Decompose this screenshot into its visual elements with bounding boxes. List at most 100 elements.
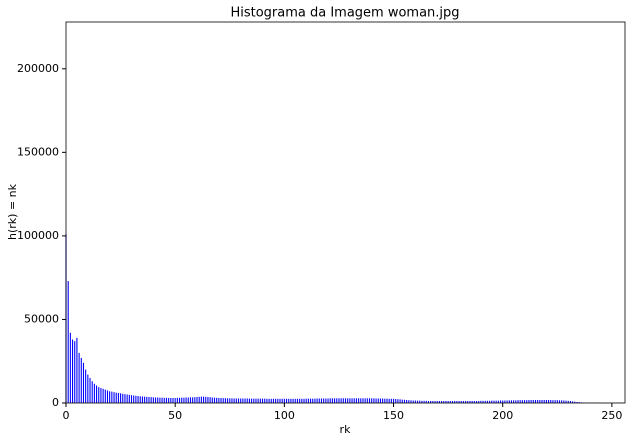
bar	[432, 400, 434, 403]
bar	[563, 400, 565, 403]
bar	[445, 400, 447, 403]
bar	[569, 400, 571, 403]
bar	[390, 398, 392, 403]
bar	[537, 399, 539, 403]
bar	[508, 400, 510, 403]
bar	[299, 398, 301, 403]
bar	[248, 398, 250, 403]
bar	[576, 401, 578, 403]
bar	[565, 400, 567, 403]
bar	[447, 400, 449, 403]
bar	[194, 397, 196, 403]
bar	[329, 398, 331, 403]
bar	[458, 400, 460, 403]
bar	[159, 397, 161, 403]
bar	[558, 400, 561, 403]
bar	[244, 398, 246, 403]
bar	[421, 400, 423, 403]
bar	[115, 392, 117, 403]
bar	[253, 398, 255, 403]
bar	[301, 398, 303, 403]
bar	[189, 397, 192, 403]
bar	[235, 398, 237, 403]
bar	[567, 400, 569, 403]
bar	[379, 398, 381, 403]
bar	[550, 399, 552, 403]
bar	[281, 398, 283, 403]
bar	[294, 398, 296, 403]
bar	[233, 398, 235, 403]
bar	[187, 397, 189, 403]
bar	[240, 398, 242, 403]
bar	[517, 400, 519, 403]
bar	[519, 400, 521, 403]
bar	[524, 400, 526, 403]
bar	[353, 398, 355, 403]
bar	[495, 400, 497, 403]
bar	[266, 398, 268, 403]
bar	[469, 400, 471, 403]
bar	[318, 398, 320, 403]
bar	[366, 398, 368, 403]
bar	[358, 398, 360, 403]
bar	[163, 397, 165, 403]
bar	[174, 397, 176, 403]
bar	[102, 388, 104, 403]
bar	[259, 398, 261, 403]
bar	[126, 394, 128, 403]
bar	[150, 397, 152, 403]
bar	[493, 400, 495, 403]
bar	[515, 400, 517, 403]
bar	[510, 400, 512, 403]
bar	[480, 400, 482, 403]
bar	[572, 401, 574, 403]
bar	[213, 397, 216, 403]
bar	[231, 398, 233, 403]
bar	[513, 400, 515, 403]
bar	[561, 400, 563, 403]
bar	[96, 385, 98, 403]
bar	[449, 400, 451, 403]
bar	[272, 398, 274, 403]
y-tick-label: 200000	[17, 62, 59, 75]
bar	[122, 393, 124, 403]
bar	[526, 400, 528, 403]
bar	[183, 397, 185, 403]
bar	[203, 396, 205, 403]
bar	[117, 392, 119, 403]
bar	[303, 398, 305, 403]
bar	[395, 398, 397, 403]
bar	[104, 389, 106, 403]
bar	[408, 400, 410, 403]
bar	[417, 400, 419, 403]
bar	[473, 400, 475, 403]
bar	[67, 281, 69, 403]
bar	[342, 398, 344, 403]
bar	[467, 400, 469, 403]
bar	[338, 398, 340, 403]
bar	[414, 400, 416, 403]
bar	[251, 398, 253, 403]
bar	[375, 398, 377, 403]
bar	[146, 396, 148, 403]
bar	[211, 397, 213, 403]
bar	[222, 398, 224, 403]
bar	[325, 398, 327, 403]
bar	[323, 398, 325, 403]
bar	[69, 332, 71, 403]
y-tick-label: 50000	[24, 312, 59, 325]
bar	[80, 357, 82, 403]
bar	[74, 341, 76, 403]
y-tick-label: 100000	[17, 229, 59, 242]
bar	[554, 400, 556, 403]
bar	[237, 398, 240, 403]
bar	[347, 398, 349, 403]
bar	[454, 400, 456, 403]
bar	[539, 399, 541, 403]
bar	[179, 397, 181, 403]
bar	[491, 400, 493, 403]
bar	[364, 398, 366, 403]
bar	[154, 397, 157, 403]
bar	[403, 399, 406, 403]
bar	[165, 397, 167, 403]
